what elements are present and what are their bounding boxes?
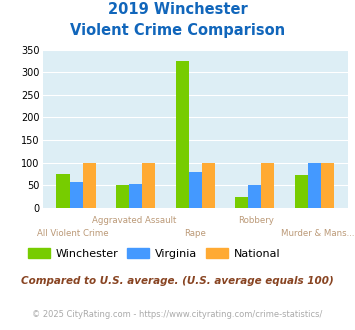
Text: Aggravated Assault: Aggravated Assault	[92, 216, 176, 225]
Bar	[83, 163, 96, 208]
Legend: Winchester, Virginia, National: Winchester, Virginia, National	[23, 243, 285, 263]
Bar	[129, 184, 142, 208]
Text: Violent Crime Comparison: Violent Crime Comparison	[70, 23, 285, 38]
Bar	[176, 61, 189, 208]
Bar	[202, 163, 215, 208]
Bar	[189, 172, 202, 208]
Bar	[321, 163, 334, 208]
Text: © 2025 CityRating.com - https://www.cityrating.com/crime-statistics/: © 2025 CityRating.com - https://www.city…	[32, 310, 323, 319]
Bar	[56, 174, 70, 208]
Bar	[142, 163, 155, 208]
Text: Murder & Mans...: Murder & Mans...	[280, 229, 354, 238]
Bar	[295, 175, 308, 208]
Bar	[70, 182, 83, 208]
Bar	[308, 163, 321, 208]
Text: Robbery: Robbery	[238, 216, 274, 225]
Bar	[261, 163, 274, 208]
Bar	[235, 197, 248, 208]
Text: 2019 Winchester: 2019 Winchester	[108, 2, 247, 16]
Bar	[116, 185, 129, 208]
Bar	[248, 185, 261, 208]
Text: Rape: Rape	[184, 229, 206, 238]
Text: Compared to U.S. average. (U.S. average equals 100): Compared to U.S. average. (U.S. average …	[21, 276, 334, 285]
Text: All Violent Crime: All Violent Crime	[37, 229, 109, 238]
